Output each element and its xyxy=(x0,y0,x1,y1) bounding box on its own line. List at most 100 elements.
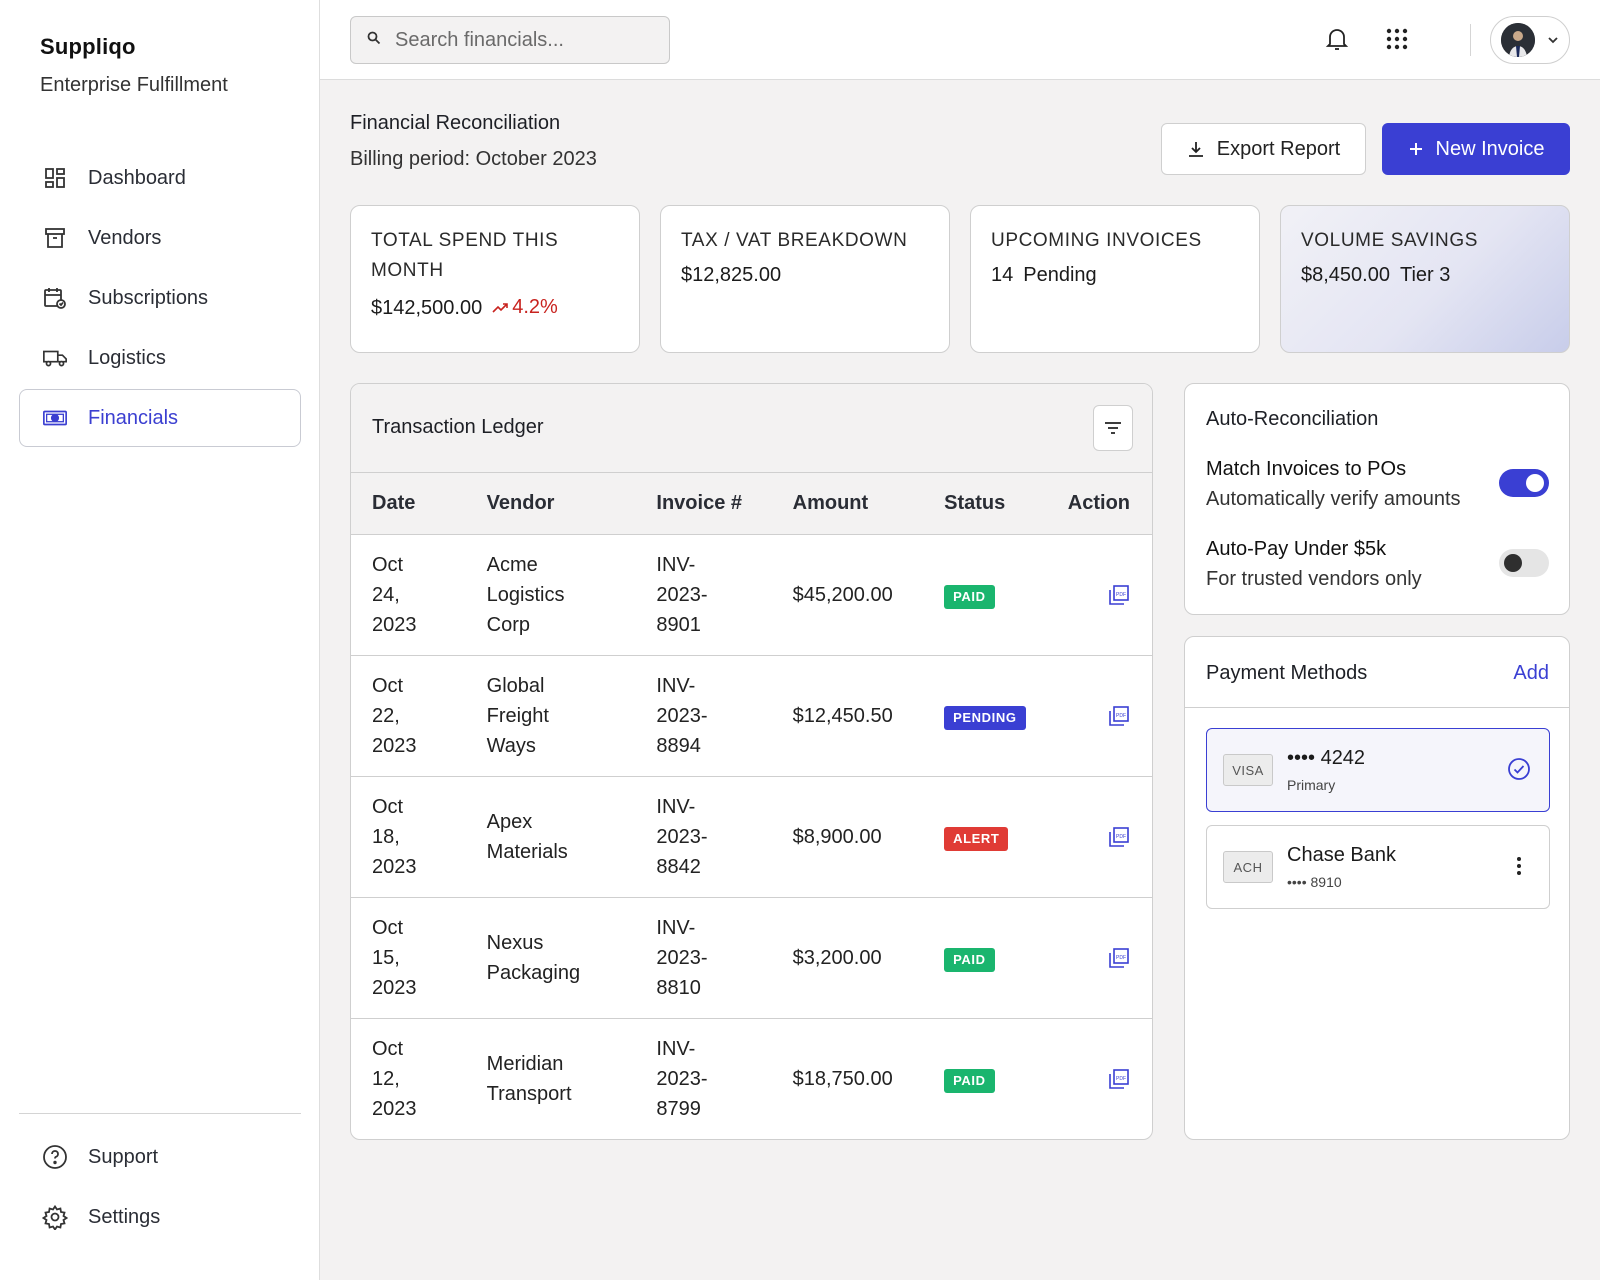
ledger-title: Transaction Ledger xyxy=(372,416,544,438)
sidebar-item-logistics[interactable]: Logistics xyxy=(19,329,301,387)
calendar-sync-icon xyxy=(42,285,68,311)
kpi-label: VOLUME SAVINGS xyxy=(1301,230,1478,251)
more-vertical-icon[interactable] xyxy=(1507,854,1531,878)
match-invoices-toggle[interactable] xyxy=(1499,469,1549,497)
help-icon xyxy=(42,1144,68,1170)
ledger-table: Date Vendor Invoice # Amount Status Acti… xyxy=(351,473,1152,1139)
topbar xyxy=(320,0,1600,80)
profile-menu[interactable] xyxy=(1490,16,1570,64)
cell-date: Oct 18, 2023 xyxy=(351,776,466,898)
svg-text:PDF: PDF xyxy=(1116,1076,1126,1082)
pdf-download-icon[interactable]: PDF xyxy=(1068,947,1152,969)
svg-text:PDF: PDF xyxy=(1116,592,1126,598)
sidebar-item-dashboard[interactable]: Dashboard xyxy=(19,149,301,207)
table-row[interactable]: Oct 12, 2023 Meridian Transport INV-2023… xyxy=(351,1018,1152,1139)
archive-icon xyxy=(42,225,68,251)
apps-grid-icon[interactable] xyxy=(1380,22,1414,56)
auto-pay-toggle[interactable] xyxy=(1499,549,1549,577)
cell-invoice: INV-2023-8894 xyxy=(635,655,772,777)
svg-text:PDF: PDF xyxy=(1116,713,1126,719)
search-box[interactable] xyxy=(350,16,670,64)
card-brand-tag: ACH xyxy=(1223,851,1273,883)
cell-vendor: Meridian Transport xyxy=(486,1052,572,1105)
payment-methods-title: Payment Methods xyxy=(1206,662,1368,684)
table-row[interactable]: Oct 18, 2023 Apex Materials INV-2023-884… xyxy=(351,776,1152,898)
new-invoice-button[interactable]: New Invoice xyxy=(1382,123,1570,175)
option-title: Auto-Pay Under $5k xyxy=(1206,538,1387,560)
status-badge: PAID xyxy=(944,947,995,972)
search-input[interactable] xyxy=(395,28,655,52)
cell-vendor: Acme Logistics Corp xyxy=(465,534,636,656)
payment-card-visa[interactable]: VISA •••• 4242 Primary xyxy=(1206,728,1550,812)
cell-date: Oct 12, 2023 xyxy=(372,1037,417,1120)
download-icon xyxy=(1187,140,1205,158)
kpi-value: $8,450.00 xyxy=(1301,264,1390,286)
kpi-label: TAX / VAT BREAKDOWN xyxy=(681,230,908,251)
bell-icon[interactable] xyxy=(1320,22,1354,56)
kpi-total-spend: TOTAL SPEND THIS MONTH $142,500.00 4.2% xyxy=(350,205,640,353)
transaction-ledger: Transaction Ledger Date Vendor Invoice #… xyxy=(350,383,1153,1140)
kpi-trend: 4.2% xyxy=(492,296,558,319)
pdf-download-icon[interactable]: PDF xyxy=(1068,705,1152,727)
payment-card-ach[interactable]: ACH Chase Bank •••• 8910 xyxy=(1206,825,1550,909)
kpi-value: $142,500.00 xyxy=(371,296,483,319)
dashboard-icon xyxy=(42,165,68,191)
pdf-download-icon[interactable]: PDF xyxy=(1068,826,1152,848)
cell-date: Oct 22, 2023 xyxy=(351,655,466,777)
sidebar-item-vendors[interactable]: Vendors xyxy=(19,209,301,267)
card-number: •••• 4242 xyxy=(1287,747,1366,769)
trend-up-icon xyxy=(492,302,510,314)
column-header-vendor[interactable]: Vendor xyxy=(465,473,636,535)
avatar xyxy=(1501,23,1535,57)
cell-amount: $12,450.50 xyxy=(771,655,924,777)
filter-button[interactable] xyxy=(1093,405,1133,451)
table-row[interactable]: Oct 22, 2023 Global Freight Ways INV-202… xyxy=(351,655,1152,777)
pdf-download-icon[interactable]: PDF xyxy=(1068,1068,1152,1090)
truck-icon xyxy=(42,345,68,371)
auto-reconciliation-title: Auto-Reconciliation xyxy=(1206,408,1379,430)
table-row[interactable]: Oct 15, 2023 Nexus Packaging INV-2023-88… xyxy=(351,897,1152,1019)
column-header-date[interactable]: Date xyxy=(351,473,466,535)
column-header-amount[interactable]: Amount xyxy=(771,473,924,535)
plus-icon xyxy=(1408,141,1424,157)
page-subtitle: Billing period: October 2023 xyxy=(350,148,597,170)
sidebar-item-support[interactable]: Support xyxy=(19,1128,301,1186)
sidebar-item-settings[interactable]: Settings xyxy=(19,1188,301,1246)
card-brand-tag: VISA xyxy=(1223,754,1273,786)
page-title: Financial Reconciliation xyxy=(350,112,561,134)
column-header-invoice[interactable]: Invoice # xyxy=(635,473,772,535)
brand: Suppliqo Enterprise Fulfillment xyxy=(40,34,228,97)
kpi-tax-vat: TAX / VAT BREAKDOWN $12,825.00 xyxy=(660,205,950,353)
cell-vendor: Nexus Packaging xyxy=(465,897,636,1019)
check-circle-icon xyxy=(1507,757,1531,781)
kpi-volume-savings: VOLUME SAVINGS $8,450.00 Tier 3 xyxy=(1280,205,1570,353)
cell-invoice: INV-2023-8799 xyxy=(656,1037,708,1120)
cell-amount: $3,200.00 xyxy=(771,897,924,1019)
column-header-status[interactable]: Status xyxy=(923,473,1047,535)
column-header-action: Action xyxy=(1046,473,1152,535)
kpi-label: UPCOMING INVOICES xyxy=(991,230,1202,251)
table-row[interactable]: Oct 24, 2023 Acme Logistics Corp INV-202… xyxy=(351,534,1152,656)
card-label: Primary xyxy=(1287,777,1336,793)
kpi-label: TOTAL SPEND THIS MONTH xyxy=(371,230,559,281)
add-payment-link[interactable]: Add xyxy=(1513,662,1549,684)
export-report-button[interactable]: Export Report xyxy=(1161,123,1366,175)
cell-amount: $8,900.00 xyxy=(771,776,924,898)
kpi-value: 14 xyxy=(991,264,1014,286)
auto-reconciliation-panel: Auto-Reconciliation Match Invoices to PO… xyxy=(1184,383,1570,615)
cell-amount: $45,200.00 xyxy=(771,534,924,656)
filter-icon xyxy=(1104,421,1122,435)
sidebar-item-subscriptions[interactable]: Subscriptions xyxy=(19,269,301,327)
cell-invoice: INV-2023-8810 xyxy=(635,897,772,1019)
kpi-note: Tier 3 xyxy=(1399,264,1451,286)
sidebar-nav: Dashboard Vendors Subscriptions Logistic… xyxy=(19,149,301,449)
cell-date: Oct 24, 2023 xyxy=(351,534,466,656)
cell-invoice: INV-2023-8901 xyxy=(635,534,772,656)
sidebar-item-financials[interactable]: Financials xyxy=(19,389,301,447)
pdf-download-icon[interactable]: PDF xyxy=(1068,584,1152,606)
sidebar-item-label: Logistics xyxy=(88,346,166,369)
cell-invoice: INV-2023-8842 xyxy=(635,776,772,898)
money-icon xyxy=(42,405,68,431)
option-title: Match Invoices to POs xyxy=(1206,458,1407,480)
svg-text:PDF: PDF xyxy=(1116,955,1126,961)
